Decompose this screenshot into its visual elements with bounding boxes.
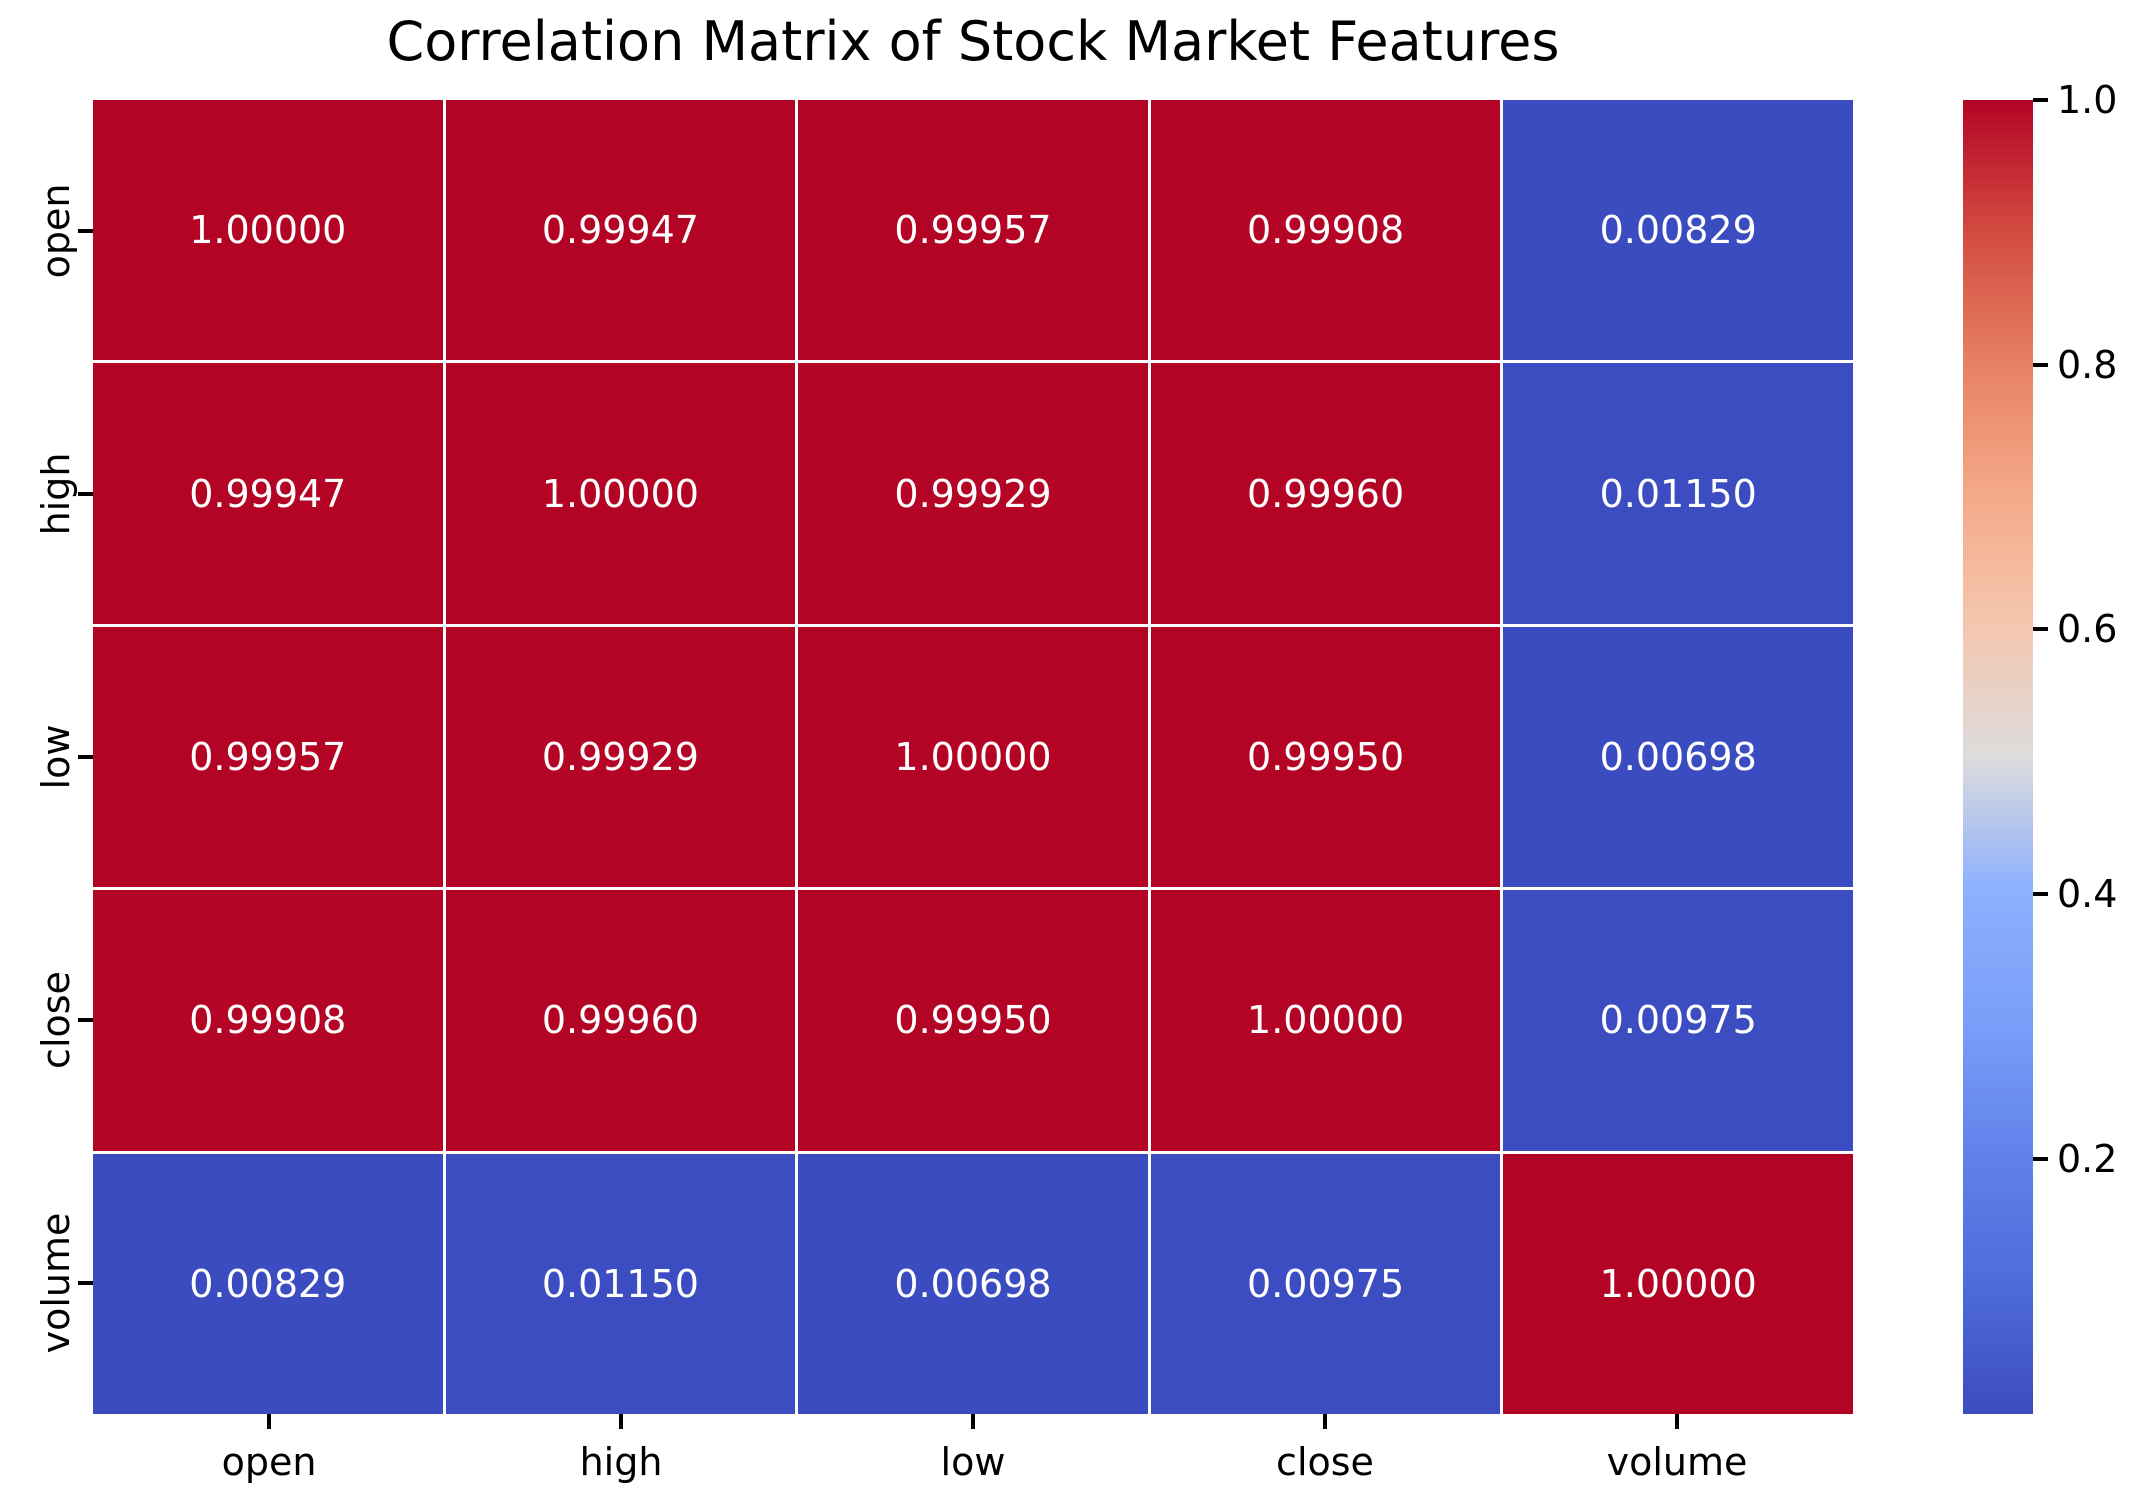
x-tick-mark	[1323, 1414, 1327, 1429]
chart-title: Correlation Matrix of Stock Market Featu…	[386, 10, 1560, 73]
cell-value: 0.00975	[1247, 1261, 1405, 1306]
colorbar-tick-mark	[2033, 98, 2048, 102]
heatmap-cell-open-high: 0.99947	[445, 100, 796, 361]
heatmap-cell-close-low: 0.99950	[798, 890, 1148, 1151]
x-tick-mark	[619, 1414, 623, 1429]
cell-value: 0.01150	[541, 1261, 699, 1306]
cell-value: 0.00829	[189, 1261, 347, 1306]
cell-value: 0.99950	[894, 998, 1052, 1043]
cell-value: 0.00698	[894, 1261, 1052, 1306]
cell-value: 0.00975	[1599, 998, 1757, 1043]
heatmap-cell-volume-open: 0.00829	[93, 1153, 443, 1414]
heatmap-cell-close-high: 0.99960	[445, 890, 796, 1151]
x-tick-mark	[1675, 1414, 1679, 1429]
heatmap-cell-open-low: 0.99957	[798, 100, 1148, 361]
heatmap-cell-close-volume: 0.00975	[1503, 890, 1853, 1151]
heatmap-grid: 1.00000 0.99947 0.99957 0.99908 0.00829 0.999…	[93, 100, 1853, 1414]
colorbar	[1963, 100, 2033, 1414]
x-tick-label-open: open	[221, 1440, 317, 1484]
cell-value: 0.99960	[1247, 471, 1405, 516]
cell-value: 0.99908	[1247, 208, 1405, 253]
heatmap-cell-high-open: 0.99947	[93, 363, 443, 624]
colorbar-tick-mark	[2033, 362, 2048, 367]
cell-value: 0.00698	[1599, 734, 1757, 779]
colorbar-tick-mark	[2033, 1156, 2048, 1161]
y-tick-label-volume: volume	[34, 1212, 78, 1353]
heatmap-cell-high-high: 1.00000	[445, 363, 796, 624]
y-tick-mark	[78, 229, 93, 234]
colorbar-tick-mark	[2033, 891, 2048, 896]
colorbar-tick-label-0.2: 0.2	[2057, 1136, 2118, 1181]
x-tick-label-low: low	[940, 1440, 1006, 1484]
y-tick-mark	[78, 1017, 93, 1022]
heatmap-cell-close-open: 0.99908	[93, 890, 443, 1151]
cell-value: 1.00000	[189, 208, 347, 253]
cell-value: 1.00000	[541, 471, 699, 516]
colorbar-tick-label-0.6: 0.6	[2057, 607, 2118, 652]
y-tick-label-low: low	[34, 724, 78, 790]
heatmap-cell-low-close: 0.99950	[1150, 626, 1501, 888]
y-tick-mark	[78, 492, 93, 497]
cell-value: 0.00829	[1599, 208, 1757, 253]
cell-value: 0.99957	[894, 208, 1052, 253]
heatmap-cell-open-volume: 0.00829	[1503, 100, 1853, 361]
heatmap-cell-open-open: 1.00000	[93, 100, 443, 361]
heatmap-cell-volume-low: 0.00698	[798, 1153, 1148, 1414]
x-tick-label-close: close	[1276, 1440, 1374, 1484]
y-tick-label-high: high	[34, 452, 78, 536]
x-tick-label-volume: volume	[1606, 1440, 1748, 1484]
colorbar-tick-label-0.8: 0.8	[2057, 342, 2118, 387]
heatmap-cell-low-open: 0.99957	[93, 626, 443, 888]
cell-value: 0.99929	[894, 471, 1052, 516]
heatmap-cell-volume-close: 0.00975	[1150, 1153, 1501, 1414]
x-tick-mark	[267, 1414, 271, 1429]
heatmap-cell-open-close: 0.99908	[1150, 100, 1501, 361]
colorbar-tick-label-0.4: 0.4	[2057, 871, 2118, 916]
cell-value: 0.99947	[189, 471, 347, 516]
cell-value: 0.99947	[541, 208, 699, 253]
x-tick-label-high: high	[579, 1440, 663, 1484]
cell-value: 0.99950	[1247, 734, 1405, 779]
cell-value: 0.01150	[1599, 471, 1757, 516]
cell-value: 1.00000	[1247, 998, 1405, 1043]
cell-value: 0.99960	[541, 998, 699, 1043]
cell-value: 0.99957	[189, 734, 347, 779]
heatmap-cell-low-volume: 0.00698	[1503, 626, 1853, 888]
x-tick-mark	[971, 1414, 975, 1429]
heatmap-cell-volume-volume: 1.00000	[1503, 1153, 1853, 1414]
heatmap-cell-volume-high: 0.01150	[445, 1153, 796, 1414]
cell-value: 1.00000	[1599, 1261, 1757, 1306]
cell-value: 1.00000	[894, 734, 1052, 779]
heatmap-cell-low-high: 0.99929	[445, 626, 796, 888]
heatmap-cell-low-low: 1.00000	[798, 626, 1148, 888]
heatmap-cell-high-volume: 0.01150	[1503, 363, 1853, 624]
y-tick-label-close: close	[34, 970, 78, 1069]
colorbar-tick-mark	[2033, 627, 2048, 632]
y-tick-mark	[78, 1280, 93, 1285]
cell-value: 0.99929	[541, 734, 699, 779]
y-tick-mark	[78, 755, 93, 759]
heatmap-cell-high-low: 0.99929	[798, 363, 1148, 624]
heatmap-cell-high-close: 0.99960	[1150, 363, 1501, 624]
y-tick-label-open: open	[34, 183, 78, 279]
cell-value: 0.99908	[189, 998, 347, 1043]
colorbar-tick-label-1: 1.0	[2057, 78, 2118, 122]
heatmap-cell-close-close: 1.00000	[1150, 890, 1501, 1151]
